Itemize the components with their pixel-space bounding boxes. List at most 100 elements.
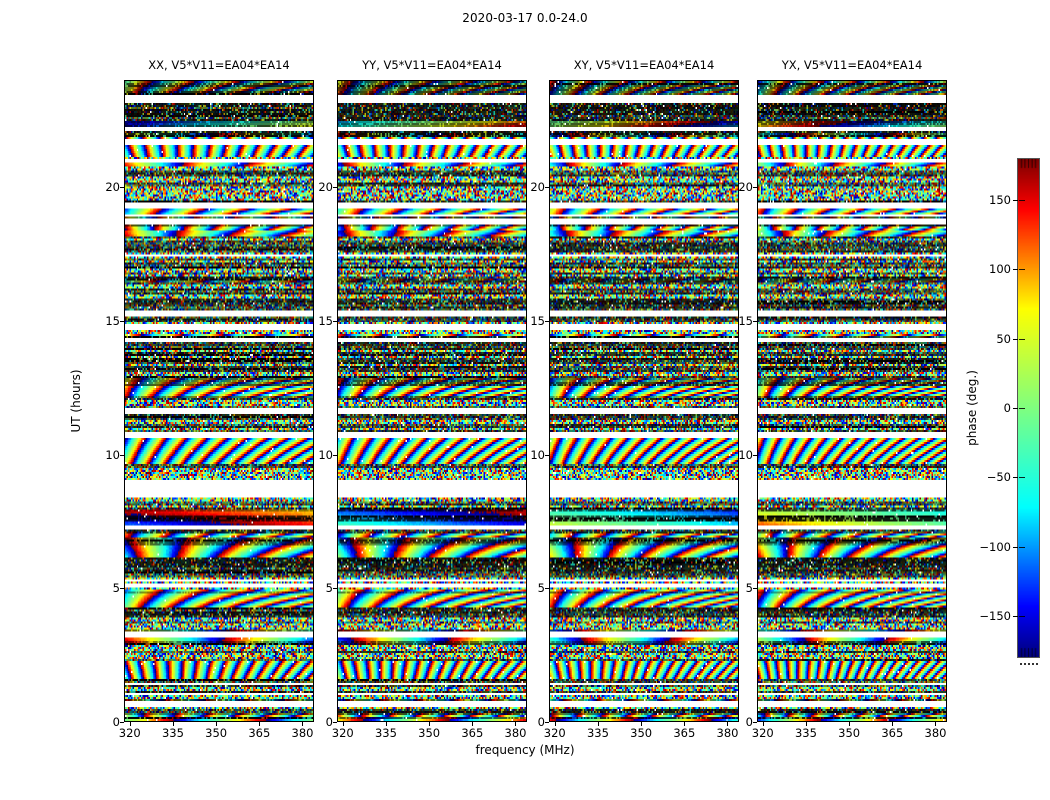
x-axis-label: frequency (MHz) <box>475 743 575 757</box>
y-tick-mark <box>120 454 124 456</box>
panel-title-xy: XY, V5*V11=EA04*EA14 <box>573 58 715 72</box>
x-tick-label: 320 <box>751 726 774 740</box>
colorbar-tick-label: −50 <box>986 470 1011 485</box>
y-tick-label: 0 <box>537 715 545 729</box>
waterfall-panel-yy[interactable] <box>337 80 527 722</box>
y-tick-label: 5 <box>537 581 545 596</box>
colorbar-tick-label: −150 <box>979 609 1011 624</box>
y-tick-mark <box>545 588 549 590</box>
x-tick-mark <box>684 722 686 726</box>
x-tick-mark <box>342 722 344 726</box>
colorbar-tick-mark-inner <box>1019 338 1025 340</box>
x-tick-mark <box>302 722 304 726</box>
y-tick-label: 10 <box>105 447 120 462</box>
colorbar-tick-mark <box>1013 199 1018 201</box>
y-tick-mark <box>333 722 337 723</box>
x-tick-label: 320 <box>118 726 141 740</box>
colorbar-tick-label: 150 <box>989 192 1011 207</box>
y-tick-mark <box>545 187 549 188</box>
x-tick-label: 320 <box>543 726 566 740</box>
y-tick-mark <box>120 320 124 322</box>
x-tick-mark <box>597 722 599 726</box>
colorbar-tick-mark <box>1013 338 1018 340</box>
colorbar-underline-dotted <box>1020 663 1038 667</box>
colorbar-gradient <box>1018 159 1039 657</box>
panel-title-yy: YY, V5*V11=EA04*EA14 <box>362 58 502 72</box>
waterfall-panel-xx[interactable] <box>124 80 314 722</box>
y-tick-label: 15 <box>738 313 753 328</box>
x-tick-mark <box>472 722 474 726</box>
x-tick-label: 365 <box>248 726 271 740</box>
colorbar-tick-mark-inner <box>1019 546 1025 548</box>
y-tick-mark <box>545 454 549 456</box>
y-tick-mark <box>545 722 549 723</box>
y-tick-mark <box>753 722 757 723</box>
y-tick-label: 0 <box>745 715 753 729</box>
x-tick-mark <box>892 722 894 726</box>
y-tick-label: 10 <box>530 447 545 462</box>
y-tick-label: 0 <box>325 715 333 729</box>
colorbar-tick-mark-inner <box>1019 408 1025 409</box>
colorbar-ticklabels: 150 100 50 0 −50 −100 −150 <box>957 158 1011 658</box>
x-tick-mark <box>216 722 218 726</box>
y-tick-mark <box>545 320 549 322</box>
colorbar-tick-label: 100 <box>989 262 1011 277</box>
y-tick-label: 15 <box>530 313 545 328</box>
figure-suptitle: 2020-03-17 0.0-24.0 <box>462 11 588 25</box>
y-axis-ticklabels-xy: 0 5 10 15 20 <box>515 80 545 729</box>
y-tick-label: 15 <box>318 313 333 328</box>
colorbar-tick-mark-inner <box>1019 477 1025 479</box>
x-tick-mark <box>762 722 764 726</box>
x-tick-label: 380 <box>924 726 947 740</box>
x-tick-label: 350 <box>838 726 861 740</box>
y-tick-mark <box>120 722 124 723</box>
x-tick-label: 350 <box>205 726 228 740</box>
x-tick-label: 365 <box>881 726 904 740</box>
x-tick-label: 350 <box>630 726 653 740</box>
x-tick-label: 380 <box>504 726 527 740</box>
x-tick-mark <box>385 722 387 726</box>
y-tick-label: 5 <box>325 581 333 596</box>
waterfall-panel-xy[interactable] <box>549 80 739 722</box>
y-tick-label: 0 <box>112 715 120 729</box>
y-tick-mark <box>333 588 337 590</box>
waterfall-image <box>338 81 526 721</box>
x-tick-label: 335 <box>374 726 397 740</box>
x-tick-label: 350 <box>418 726 441 740</box>
colorbar-tick-label: 0 <box>1003 401 1011 415</box>
y-tick-mark <box>753 454 757 456</box>
y-tick-mark <box>120 187 124 188</box>
y-tick-label: 10 <box>318 447 333 462</box>
colorbar-tick-mark-inner <box>1019 269 1025 271</box>
x-tick-mark <box>554 722 556 726</box>
x-tick-mark <box>805 722 807 726</box>
y-axis-ticklabels-xx: 0 5 10 15 20 <box>90 80 120 729</box>
y-tick-mark <box>333 454 337 456</box>
waterfall-image <box>758 81 946 721</box>
y-tick-mark <box>120 588 124 590</box>
colorbar-tick-label: −100 <box>979 539 1011 554</box>
panel-title-yx: YX, V5*V11=EA04*EA14 <box>781 58 923 72</box>
colorbar-tick-mark <box>1013 408 1018 409</box>
y-tick-label: 5 <box>112 581 120 596</box>
y-tick-mark <box>753 187 757 188</box>
x-tick-label: 335 <box>161 726 184 740</box>
colorbar-tick-mark <box>1013 477 1018 479</box>
y-tick-label: 15 <box>105 313 120 328</box>
colorbar-tick-mark <box>1013 616 1018 618</box>
y-tick-label: 20 <box>738 180 753 194</box>
x-tick-mark <box>259 722 261 726</box>
panel-title-xx: XX, V5*V11=EA04*EA14 <box>148 58 290 72</box>
waterfall-panel-yx[interactable] <box>757 80 947 722</box>
y-tick-label: 10 <box>738 447 753 462</box>
y-axis-ticklabels-yy: 0 5 10 15 20 <box>303 80 333 729</box>
x-tick-mark <box>429 722 431 726</box>
colorbar-tick-mark <box>1013 546 1018 548</box>
y-tick-mark <box>753 588 757 590</box>
y-axis-ticklabels-yx: 0 5 10 15 20 <box>723 80 753 729</box>
x-tick-label: 335 <box>586 726 609 740</box>
y-tick-mark <box>753 320 757 322</box>
colorbar-tick-mark-inner <box>1019 199 1025 201</box>
y-tick-label: 20 <box>318 180 333 194</box>
